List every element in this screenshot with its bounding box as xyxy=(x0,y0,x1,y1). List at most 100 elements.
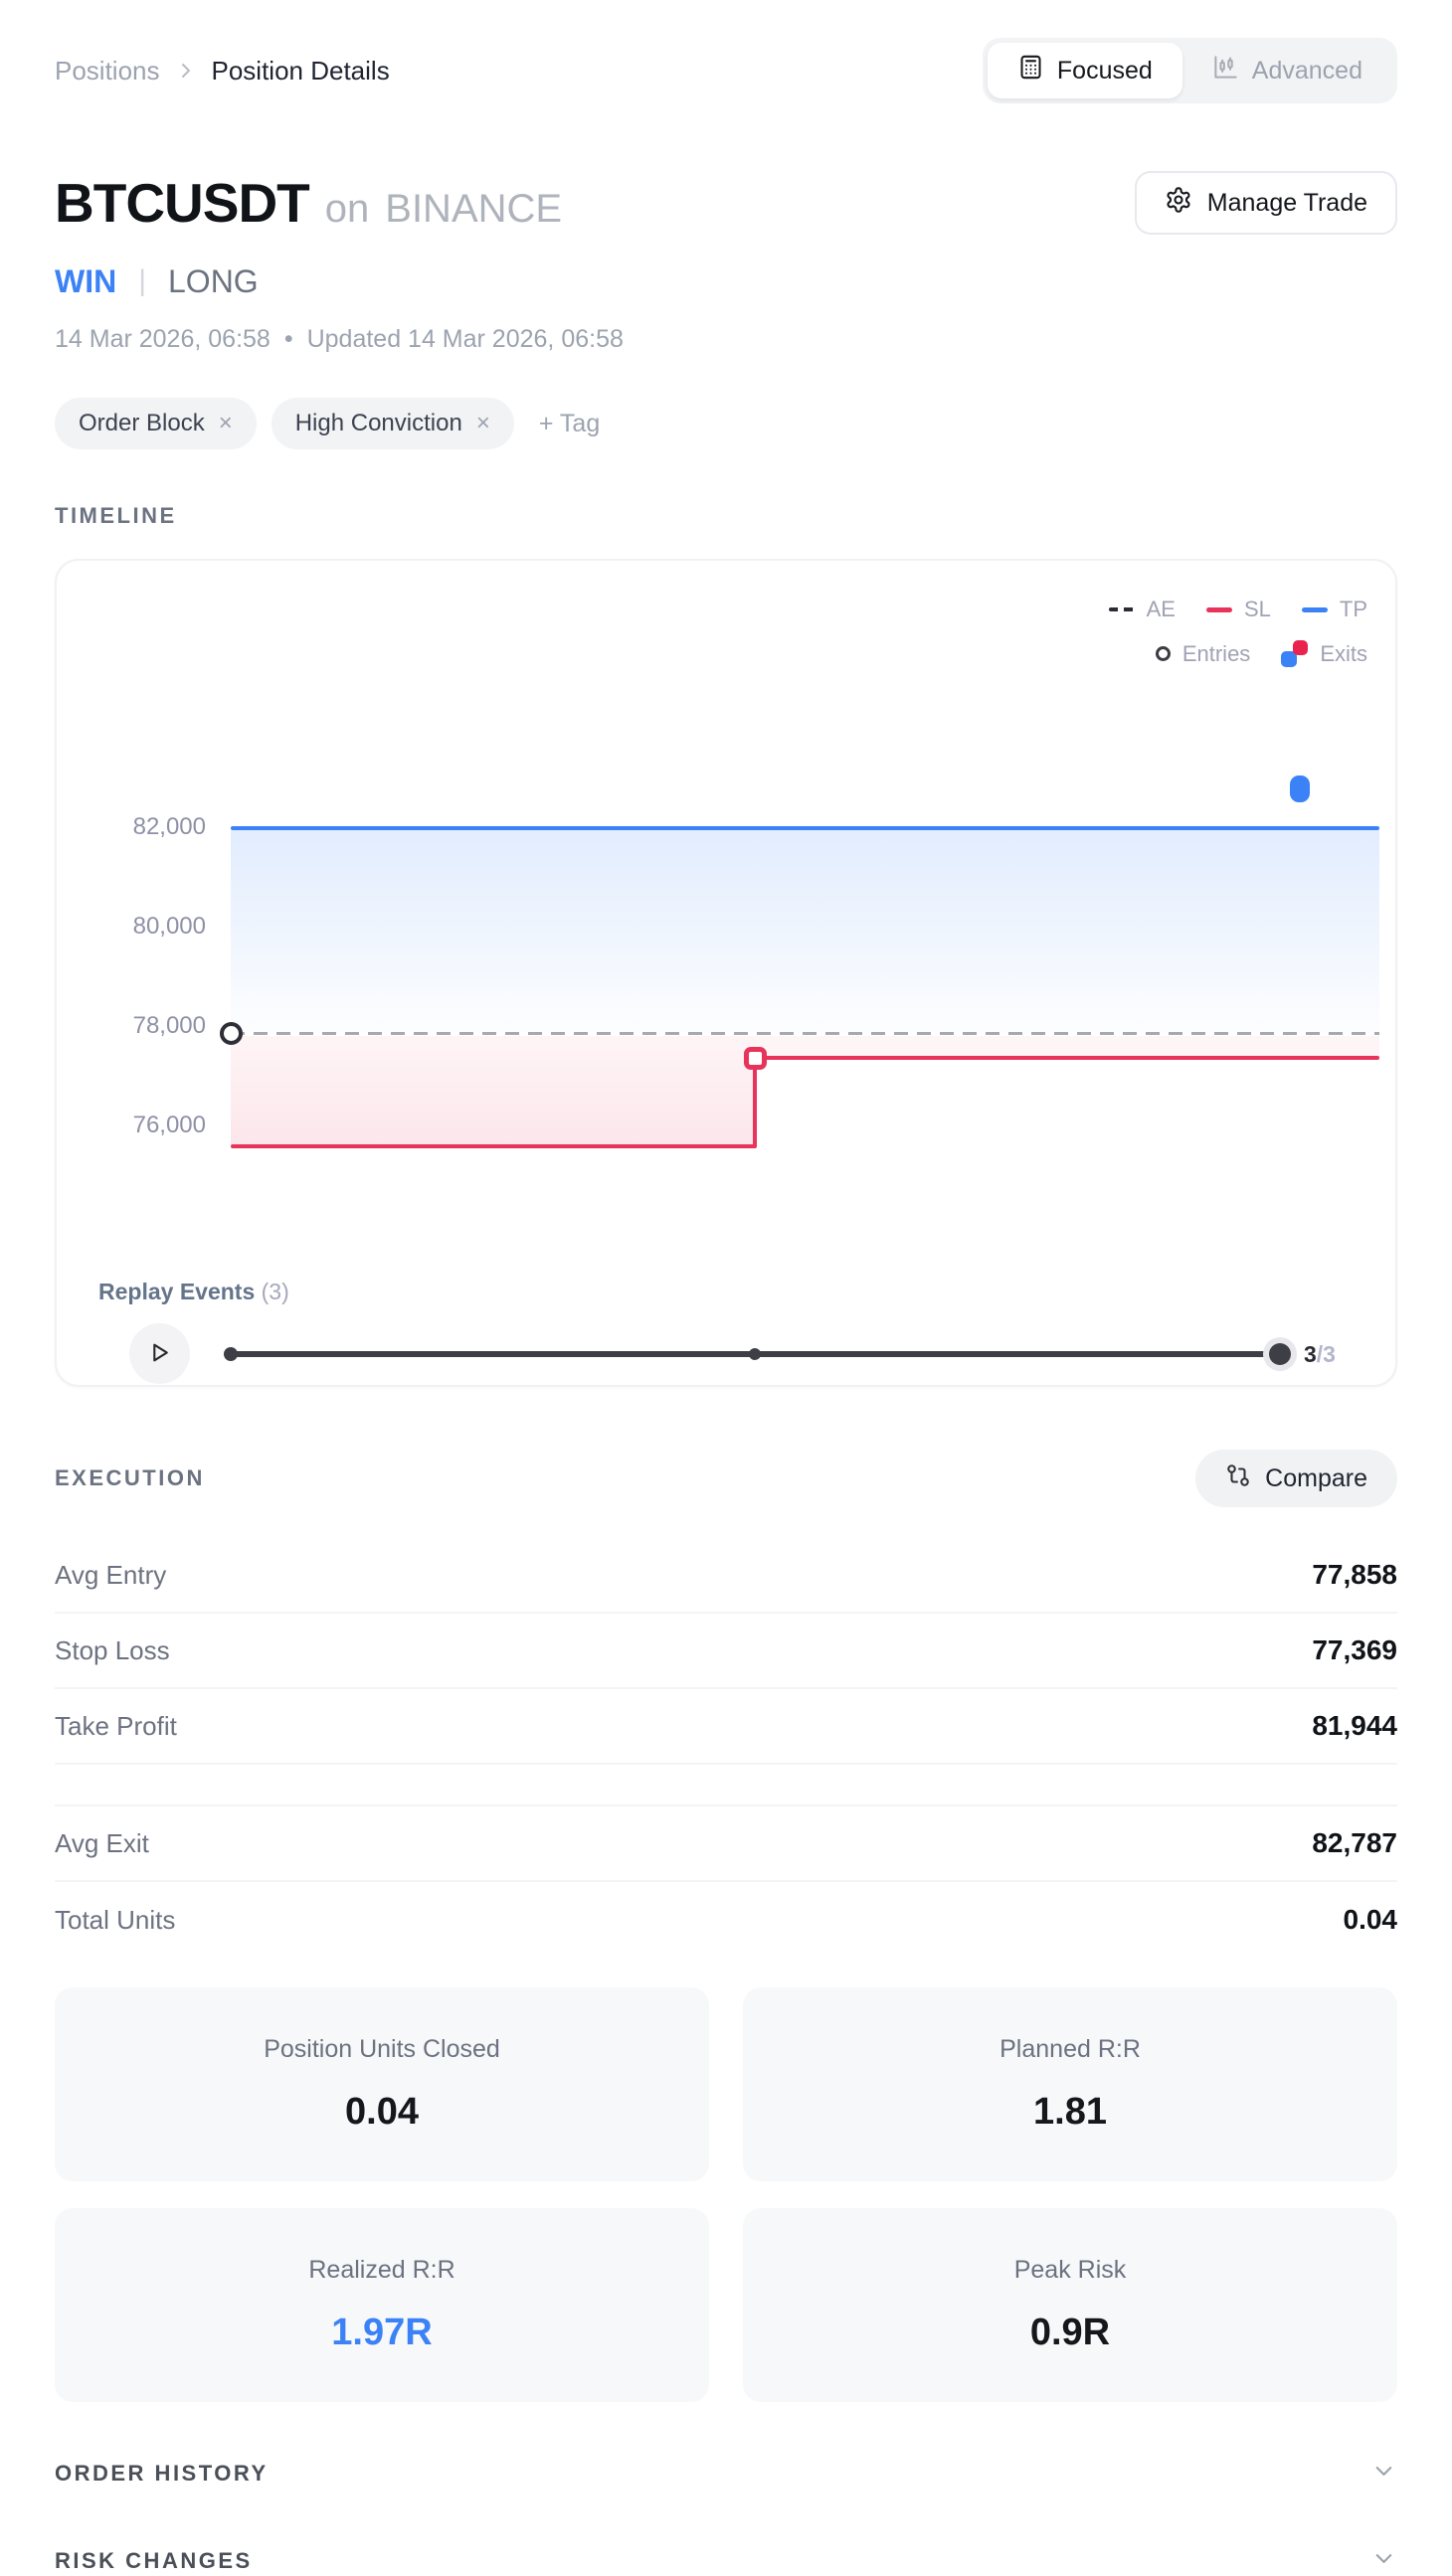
outcome-separator: | xyxy=(138,264,146,297)
exit-marker[interactable] xyxy=(1290,775,1310,802)
y-tick-76000: 76,000 xyxy=(132,1112,206,1138)
legend-sl: SL xyxy=(1205,597,1271,622)
replay-play-button[interactable] xyxy=(129,1323,190,1384)
stat-card-units-closed: Position Units Closed 0.04 xyxy=(55,1987,709,2181)
compare-button[interactable]: Compare xyxy=(1195,1450,1397,1507)
table-row: Avg Exit 82,787 xyxy=(55,1806,1397,1882)
risk-zone-fill-initial xyxy=(231,1036,755,1145)
chevron-down-icon[interactable] xyxy=(1370,2458,1397,2490)
outcome-badge: WIN xyxy=(55,262,117,299)
tags-row: Order Block × High Conviction × + Tag xyxy=(55,398,1397,449)
risk-zone-fill-after-move xyxy=(755,1036,1379,1057)
tag-label: Order Block xyxy=(79,410,205,436)
tag-label: High Conviction xyxy=(294,410,462,436)
git-compare-icon xyxy=(1225,1462,1251,1495)
tp-line-marker-icon xyxy=(1301,606,1328,612)
replay-event-dot-1[interactable] xyxy=(224,1347,238,1361)
table-row: Avg Entry 77,858 xyxy=(55,1538,1397,1614)
page-title: BTCUSDT on BINANCE xyxy=(55,171,562,235)
table-row: Take Profit 81,944 xyxy=(55,1689,1397,1765)
replay-progress: 3/3 xyxy=(1304,1341,1336,1367)
candlestick-chart-icon xyxy=(1212,54,1239,87)
exit-squares-marker-icon xyxy=(1281,640,1309,667)
stop-loss-line-moved xyxy=(755,1056,1379,1060)
sl-move-marker[interactable] xyxy=(744,1047,767,1070)
replay-event-dot-2[interactable] xyxy=(749,1348,761,1360)
breadcrumb-current: Position Details xyxy=(211,55,390,86)
stat-card-planned-rr: Planned R:R 1.81 xyxy=(743,1987,1397,2181)
risk-changes-section[interactable]: RISK CHANGES xyxy=(55,2545,1397,2576)
y-tick-80000: 80,000 xyxy=(132,913,206,940)
play-icon xyxy=(147,1340,172,1368)
direction-badge: LONG xyxy=(168,262,259,299)
updated-date: Updated 14 Mar 2026, 06:58 xyxy=(306,324,624,353)
table-row: Stop Loss 77,369 xyxy=(55,1614,1397,1689)
y-tick-82000: 82,000 xyxy=(132,813,206,840)
legend-exits: Exits xyxy=(1281,640,1367,667)
replay-count: (3) xyxy=(261,1279,289,1304)
replay-slider-handle[interactable] xyxy=(1269,1343,1291,1365)
focused-label: Focused xyxy=(1056,56,1153,85)
timeline-section-header: TIMELINE xyxy=(55,503,177,528)
advanced-label: Advanced xyxy=(1251,56,1362,85)
breadcrumb-positions-link[interactable]: Positions xyxy=(55,55,160,86)
outcome-row: WIN | LONG xyxy=(55,262,1397,299)
legend-ae: AE xyxy=(1108,597,1176,622)
title-row: BTCUSDT on BINANCE Manage Trade xyxy=(55,167,1397,239)
table-group-gap xyxy=(55,1765,1397,1804)
execution-table: Avg Entry 77,858 Stop Loss 77,369 Take P… xyxy=(55,1538,1397,1958)
compare-label: Compare xyxy=(1265,1463,1367,1492)
risk-changes-label: RISK CHANGES xyxy=(55,2548,253,2573)
manage-trade-button[interactable]: Manage Trade xyxy=(1134,171,1397,235)
remove-tag-icon[interactable]: × xyxy=(475,410,490,436)
legend-entries: Entries xyxy=(1155,641,1250,667)
tag-high-conviction: High Conviction × xyxy=(271,398,514,449)
take-profit-line xyxy=(231,826,1379,830)
order-history-label: ORDER HISTORY xyxy=(55,2461,269,2486)
tp-zone-fill xyxy=(231,830,1379,1033)
legend-row-lines: AE SL TP xyxy=(1091,597,1367,622)
stop-loss-line-initial xyxy=(231,1144,757,1148)
entry-marker[interactable] xyxy=(220,1022,243,1045)
stat-card-realized-rr: Realized R:R 1.97R xyxy=(55,2208,709,2402)
stop-loss-step-line xyxy=(753,1058,757,1146)
chart-legend: AE SL TP Entries Exits xyxy=(1091,597,1367,667)
dates-dot: • xyxy=(283,324,293,353)
table-row: Total Units 0.04 xyxy=(55,1904,1397,1935)
on-word: on xyxy=(324,187,370,231)
order-history-section[interactable]: ORDER HISTORY xyxy=(55,2458,1397,2490)
tag-order-block: Order Block × xyxy=(55,398,257,449)
execution-result-group: Avg Exit 82,787 Total Units 0.04 xyxy=(55,1804,1397,1958)
execution-plan-group: Avg Entry 77,858 Stop Loss 77,369 Take P… xyxy=(55,1538,1397,1765)
symbol: BTCUSDT xyxy=(55,172,310,234)
focused-icon xyxy=(1017,54,1044,87)
timeline-chart: AE SL TP Entries Exits xyxy=(55,559,1397,1387)
focused-tab[interactable]: Focused xyxy=(987,43,1182,98)
gear-icon xyxy=(1165,186,1192,221)
chevron-right-icon xyxy=(174,59,198,83)
sl-line-marker-icon xyxy=(1205,606,1232,612)
top-bar: Positions Position Details Focused Advan… xyxy=(55,38,1397,103)
execution-header-row: EXECUTION Compare xyxy=(55,1449,1397,1508)
chevron-down-icon[interactable] xyxy=(1370,2545,1397,2576)
entry-circle-marker-icon xyxy=(1155,646,1171,661)
view-mode-toggle: Focused Advanced xyxy=(982,38,1397,103)
legend-row-markers: Entries Exits xyxy=(1138,640,1367,667)
created-date: 14 Mar 2026, 06:58 xyxy=(55,324,271,353)
ae-dashed-marker-icon xyxy=(1108,607,1135,611)
stats-grid: Position Units Closed 0.04 Planned R:R 1… xyxy=(55,1987,1397,2402)
execution-section-header: EXECUTION xyxy=(55,1465,205,1490)
add-tag-button[interactable]: + Tag xyxy=(529,410,610,438)
exchange: BINANCE xyxy=(385,187,563,231)
remove-tag-icon[interactable]: × xyxy=(218,410,233,436)
y-tick-78000: 78,000 xyxy=(132,1012,206,1039)
advanced-tab[interactable]: Advanced xyxy=(1182,43,1392,98)
manage-trade-label: Manage Trade xyxy=(1206,188,1367,217)
replay-events-label: Replay Events (3) xyxy=(98,1279,289,1304)
dates-row: 14 Mar 2026, 06:58 • Updated 14 Mar 2026… xyxy=(55,324,1397,353)
stat-card-peak-risk: Peak Risk 0.9R xyxy=(743,2208,1397,2402)
avg-entry-dashed-line xyxy=(231,1032,1379,1035)
legend-tp: TP xyxy=(1301,597,1367,622)
breadcrumb: Positions Position Details xyxy=(55,56,390,86)
